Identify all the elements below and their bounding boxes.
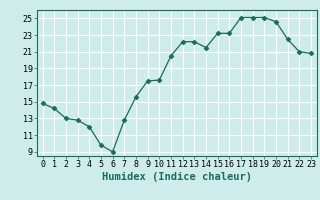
X-axis label: Humidex (Indice chaleur): Humidex (Indice chaleur) — [102, 172, 252, 182]
